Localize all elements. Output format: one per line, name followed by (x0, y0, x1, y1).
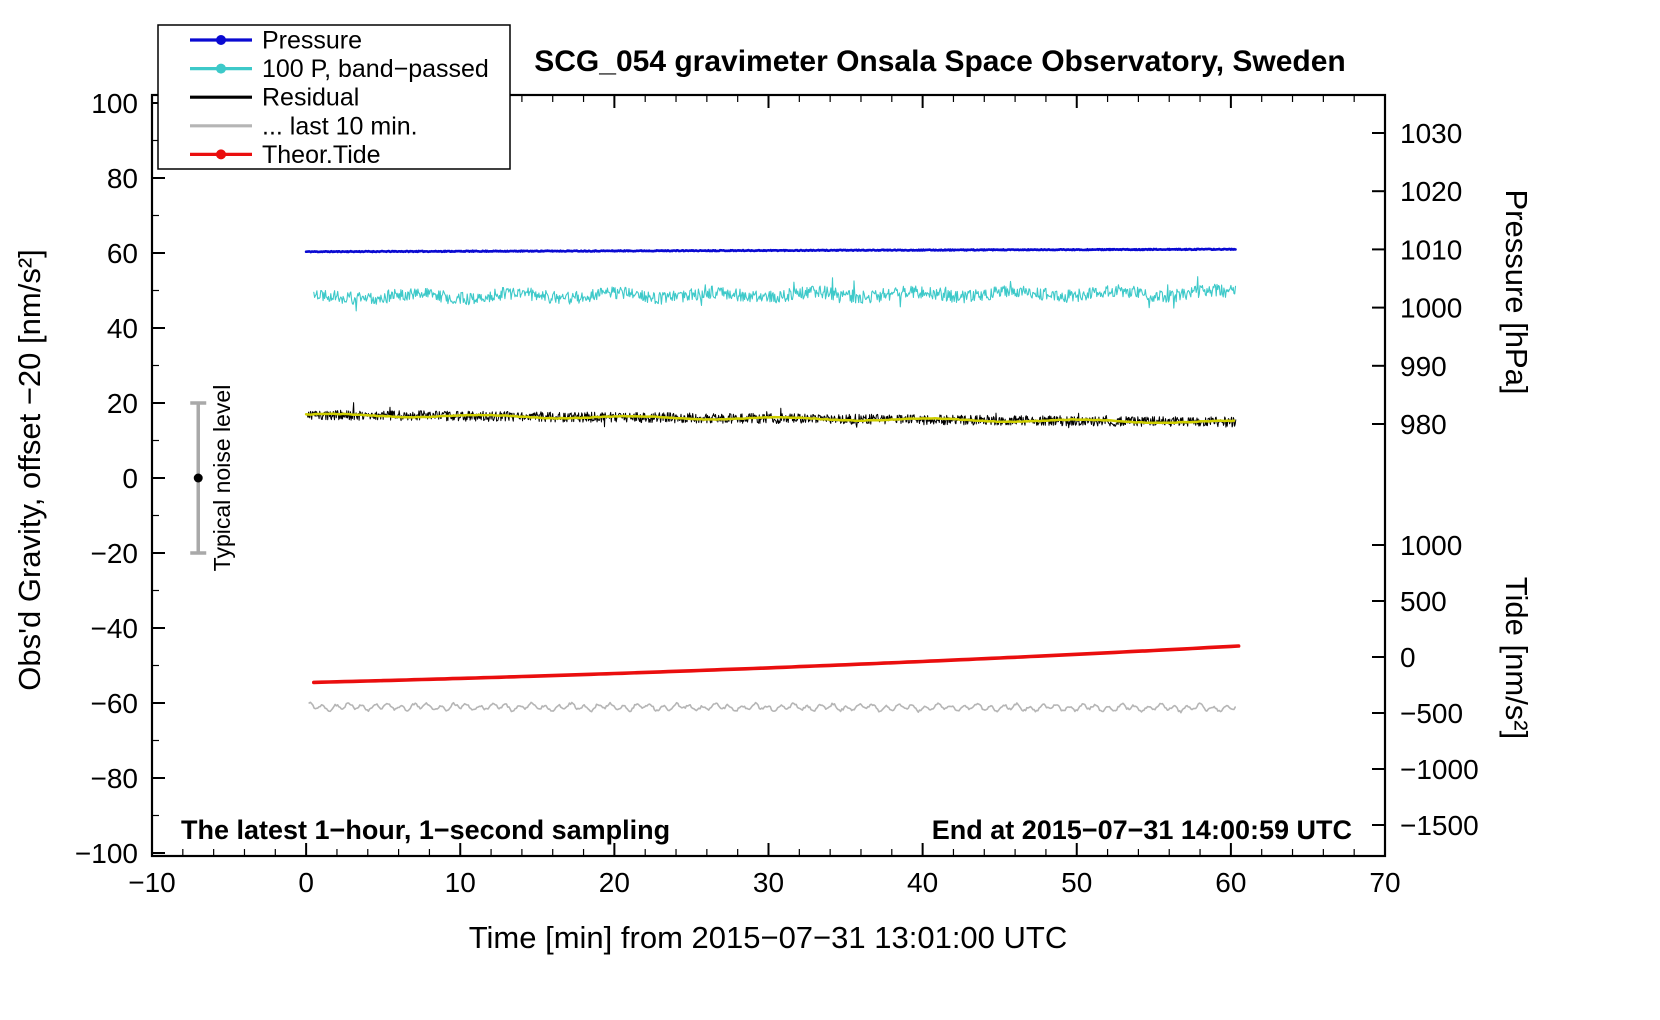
sampling-note: The latest 1−hour, 1−second sampling (181, 815, 670, 845)
y-left-tick-label: −100 (75, 838, 138, 869)
y-left-tick-label: −60 (91, 688, 139, 719)
series-residual-smoothed (304, 412, 1236, 425)
y-axis-gravity: 100 80 60 40 20 0 −20 −40 −60 −80 −100 (75, 88, 165, 869)
legend-item-label: ... last 10 min. (262, 112, 418, 140)
x-tick-label: 30 (753, 867, 784, 898)
pressure-tick-label: 1010 (1400, 234, 1462, 265)
typical-noise-level-bar: Typical noise level (190, 385, 235, 572)
y-left-axis-title: Obs'd Gravity, offset −20 [nm/s²] (12, 249, 47, 691)
pressure-tick-label: 1020 (1400, 176, 1462, 207)
tide-tick-label: −1500 (1400, 810, 1479, 841)
plot-frame (150, 93, 1387, 858)
tide-tick-label: 0 (1400, 642, 1416, 673)
tide-tick-label: −1000 (1400, 754, 1479, 785)
y-axis-tide: 1000 500 0 −500 −1000 −1500 (1372, 530, 1479, 841)
tide-tick-label: 1000 (1400, 530, 1462, 561)
legend-item-label: 100 P, band−passed (262, 55, 489, 83)
y-left-tick-label: −20 (91, 538, 139, 569)
y-left-tick-label: 0 (122, 463, 138, 494)
y-left-tick-label: 60 (107, 238, 138, 269)
y-left-tick-label: 20 (107, 388, 138, 419)
legend-item-theor-tide: Theor.Tide (190, 141, 381, 169)
tide-tick-label: 500 (1400, 586, 1447, 617)
legend-item-label: Theor.Tide (262, 141, 381, 169)
pressure-tick-label: 990 (1400, 351, 1447, 382)
series-group (304, 247, 1241, 714)
series-residual (305, 402, 1237, 429)
y-left-tick-label: 80 (107, 163, 138, 194)
x-axis: −10 0 10 20 30 40 50 60 70 (128, 95, 1401, 898)
pressure-axis-title: Pressure [hPa] (1499, 189, 1534, 394)
legend-marker-dot (216, 35, 226, 45)
y-left-tick-label: −80 (91, 763, 139, 794)
legend-item-pressure: Pressure (190, 27, 362, 55)
x-tick-label: 60 (1215, 867, 1246, 898)
series-100-p-band-passed (313, 276, 1237, 312)
legend-item-label: Pressure (262, 27, 362, 55)
x-tick-label: 40 (907, 867, 938, 898)
x-axis-title: Time [min] from 2015−07−31 13:01:00 UTC (469, 920, 1068, 955)
legend-item-label: Residual (262, 84, 359, 112)
legend-item-100-p-band-passed: 100 P, band−passed (190, 55, 489, 83)
pressure-tick-label: 1000 (1400, 293, 1462, 324)
legend-item-residual: Residual (190, 84, 359, 112)
x-tick-label: −10 (128, 867, 176, 898)
y-axis-pressure: 1030 1020 1010 1000 990 980 (1372, 118, 1462, 440)
noise-level-label: Typical noise level (209, 385, 235, 572)
x-tick-label: 0 (298, 867, 314, 898)
tide-tick-label: −500 (1400, 698, 1463, 729)
y-left-tick-label: 100 (91, 88, 138, 119)
series-theor-tide (312, 644, 1241, 685)
x-tick-label: 10 (445, 867, 476, 898)
tide-axis-title: Tide [nm/s²] (1499, 577, 1534, 740)
pressure-tick-label: 1030 (1400, 118, 1462, 149)
noise-level-dot (193, 473, 203, 483)
pressure-tick-label: 980 (1400, 409, 1447, 440)
end-time-note: End at 2015−07−31 14:00:59 UTC (932, 815, 1352, 845)
legend-marker-dot (216, 63, 226, 74)
series-pressure (304, 247, 1237, 254)
x-tick-label: 20 (599, 867, 630, 898)
y-left-tick-label: −40 (91, 613, 139, 644)
y-left-tick-label: 40 (107, 313, 138, 344)
chart-title: SCG_054 gravimeter Onsala Space Observat… (534, 45, 1346, 78)
legend-item-last-10-min: ... last 10 min. (190, 112, 418, 140)
legend-marker-dot (216, 149, 226, 160)
x-tick-label: 50 (1061, 867, 1092, 898)
series-last-10-min (308, 701, 1236, 714)
x-tick-label: 70 (1369, 867, 1400, 898)
